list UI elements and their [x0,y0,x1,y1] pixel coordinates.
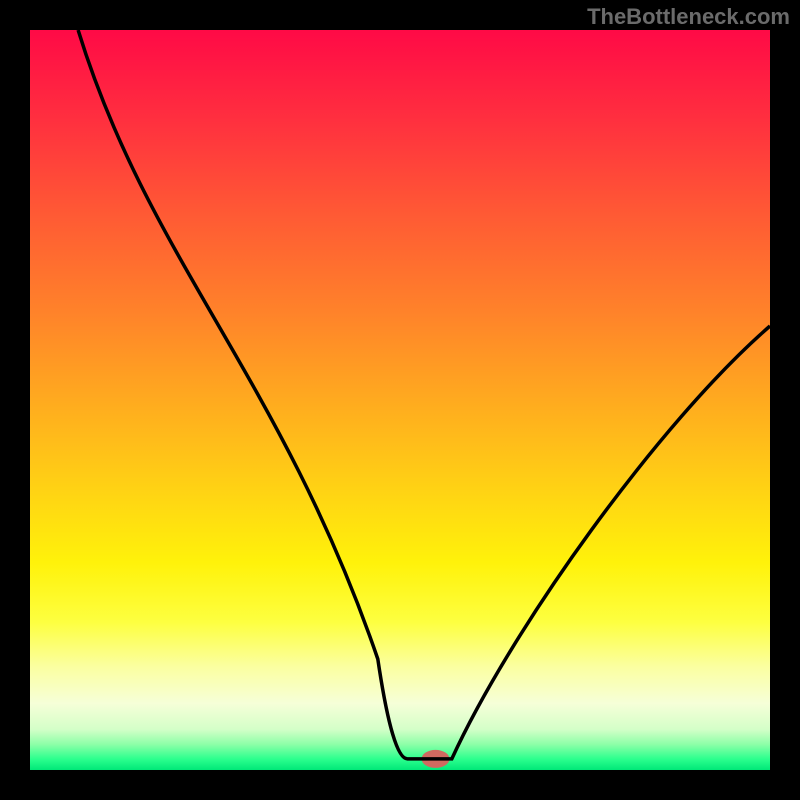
watermark-text: TheBottleneck.com [587,4,790,30]
chart-container: TheBottleneck.com [0,0,800,800]
bottleneck-chart [0,0,800,800]
plot-background [30,30,770,770]
